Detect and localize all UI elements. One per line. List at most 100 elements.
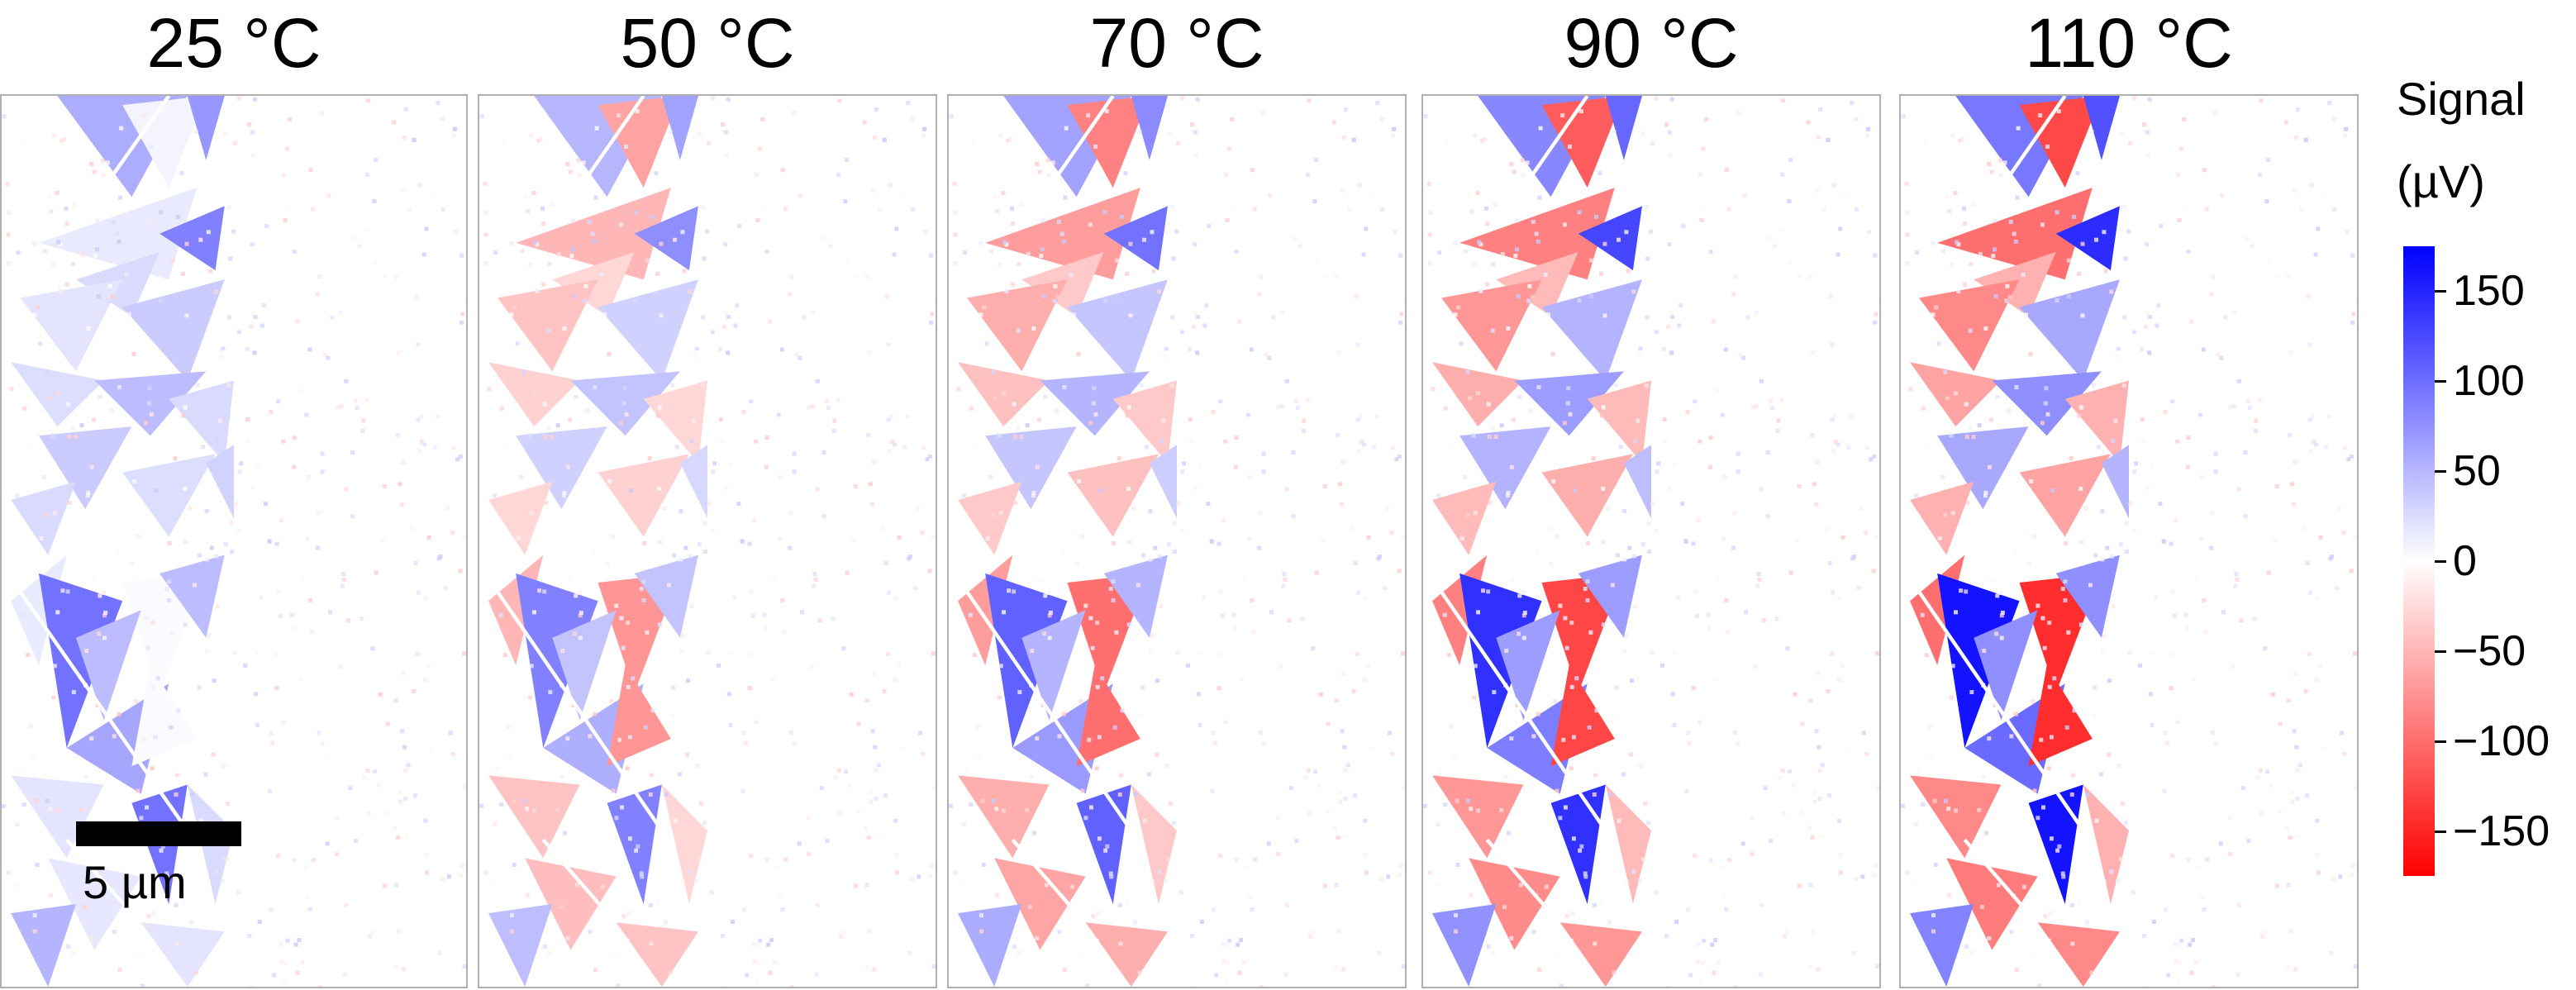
noise-pixel (1236, 942, 1240, 947)
colorbar-tick-label: −100 (2453, 716, 2550, 765)
noise-pixel (135, 952, 140, 957)
noise-pixel (2178, 960, 2183, 965)
noise-pixel (576, 158, 581, 163)
noise-pixel (1914, 883, 1919, 888)
noise-pixel (668, 970, 673, 975)
noise-pixel (1427, 870, 1432, 875)
noise-pixel (1264, 352, 1269, 357)
noise-pixel (1622, 509, 1627, 514)
noise-pixel (1398, 320, 1403, 325)
noise-pixel (1118, 941, 1123, 946)
noise-pixel (702, 256, 707, 261)
noise-pixel (2288, 350, 2293, 355)
noise-pixel (662, 506, 667, 511)
noise-pixel (1252, 207, 1257, 212)
domain-patch (1550, 784, 1606, 904)
noise-pixel (2199, 536, 2203, 541)
noise-pixel (2152, 919, 2157, 924)
noise-pixel (1032, 831, 1036, 835)
noise-pixel (978, 241, 983, 246)
noise-pixel (421, 252, 426, 257)
noise-pixel (583, 298, 588, 303)
noise-pixel (783, 207, 788, 212)
noise-pixel (1096, 911, 1101, 916)
noise-pixel (1002, 391, 1006, 396)
domain-wall (1521, 96, 1589, 189)
noise-pixel (872, 671, 877, 676)
noise-pixel (1364, 853, 1369, 858)
noise-pixel (1981, 774, 1986, 779)
noise-pixel (1375, 790, 1380, 795)
noise-pixel (1344, 107, 1348, 112)
noise-pixel (249, 324, 254, 329)
noise-pixel (1983, 490, 1988, 495)
noise-pixel (1283, 972, 1288, 977)
noise-pixel (691, 798, 696, 803)
noise-pixel (1476, 391, 1480, 396)
noise-pixel (167, 579, 172, 584)
noise-pixel (2338, 381, 2343, 386)
noise-pixel (1808, 883, 1813, 888)
noise-pixel (1981, 730, 1986, 735)
noise-pixel (602, 312, 607, 317)
noise-pixel (923, 230, 928, 235)
noise-pixel (815, 378, 820, 383)
noise-pixel (51, 695, 56, 700)
noise-pixel (750, 613, 755, 618)
noise-pixel (511, 798, 516, 803)
noise-pixel (1123, 171, 1128, 176)
noise-pixel (1514, 247, 1519, 252)
noise-pixel (1630, 678, 1635, 683)
noise-pixel (1814, 502, 1819, 507)
noise-pixel (89, 736, 94, 741)
noise-pixel (1814, 729, 1819, 734)
noise-pixel (245, 346, 250, 351)
noise-pixel (436, 101, 440, 106)
noise-pixel (639, 587, 644, 592)
noise-pixel (927, 569, 932, 574)
noise-pixel (1305, 397, 1310, 402)
noise-pixel (1095, 621, 1100, 626)
noise-pixel (66, 402, 71, 407)
noise-pixel (1643, 802, 1648, 807)
noise-pixel (1820, 763, 1825, 768)
noise-pixel (1836, 442, 1841, 447)
noise-pixel (344, 902, 349, 907)
noise-pixel (1513, 254, 1518, 259)
noise-pixel (605, 562, 610, 567)
noise-pixel (1564, 645, 1569, 650)
noise-pixel (1343, 769, 1348, 773)
noise-pixel (752, 959, 757, 964)
noise-pixel (1398, 454, 1402, 459)
noise-pixel (223, 542, 228, 547)
noise-pixel (1226, 146, 1231, 151)
noise-pixel (1180, 469, 1185, 474)
noise-pixel (2016, 126, 2021, 131)
noise-pixel (1677, 323, 1682, 328)
noise-pixel (250, 130, 255, 135)
noise-pixel (2085, 792, 2090, 797)
noise-pixel (1188, 439, 1193, 444)
domain-patch (2019, 96, 2102, 188)
noise-pixel (574, 394, 579, 399)
noise-pixel (542, 402, 547, 407)
noise-pixel (848, 783, 852, 788)
noise-pixel (1126, 405, 1131, 410)
noise-pixel (893, 442, 898, 447)
noise-pixel (882, 138, 887, 143)
noise-pixel (349, 764, 354, 769)
noise-pixel (1306, 172, 1311, 177)
noise-pixel (542, 589, 547, 594)
noise-pixel (1338, 799, 1343, 804)
noise-pixel (134, 699, 139, 704)
noise-pixel (2246, 839, 2251, 844)
noise-pixel (247, 122, 252, 127)
noise-pixel (2127, 141, 2132, 146)
noise-pixel (1369, 192, 1374, 197)
noise-pixel (1601, 486, 1606, 491)
noise-pixel (1250, 907, 1255, 911)
domain-patch (122, 279, 225, 381)
noise-pixel (2193, 388, 2197, 393)
noise-pixel (825, 839, 830, 844)
noise-pixel (964, 766, 969, 771)
